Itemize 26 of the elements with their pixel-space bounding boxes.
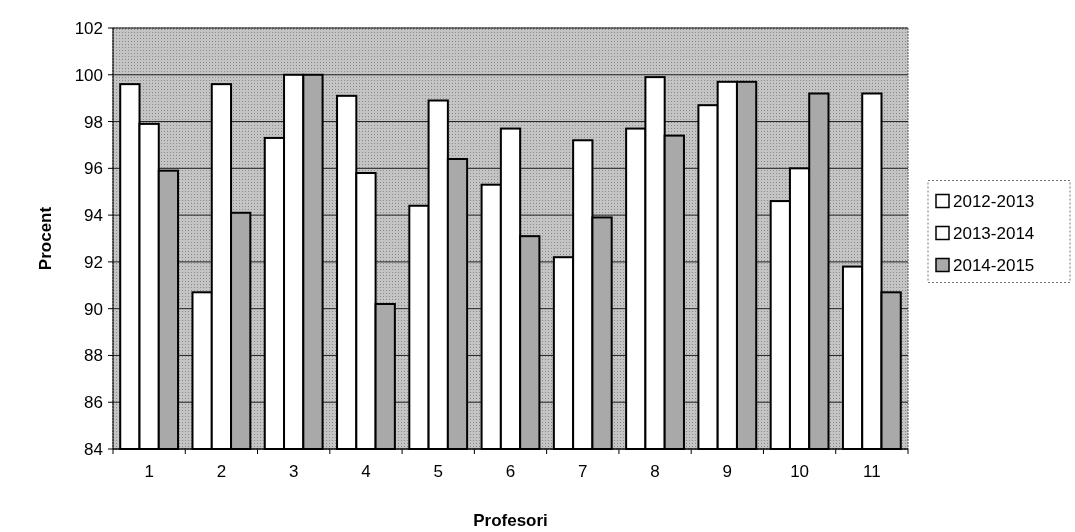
x-tick-label: 5 bbox=[433, 462, 443, 481]
y-tick-label: 88 bbox=[84, 346, 103, 366]
y-tick-label: 90 bbox=[84, 299, 103, 319]
x-tick-label: 10 bbox=[790, 462, 810, 481]
x-tick-label: 2 bbox=[216, 462, 227, 481]
x-tick-label: 4 bbox=[361, 462, 371, 481]
legend-label: 2013-2014 bbox=[953, 224, 1035, 244]
y-tick-label: 92 bbox=[84, 252, 103, 272]
x-tick-label: 3 bbox=[288, 462, 299, 481]
legend-label: 2012-2013 bbox=[953, 192, 1035, 212]
y-axis-title: Procent bbox=[36, 206, 55, 271]
y-tick-label: 96 bbox=[84, 159, 103, 179]
x-tick-label: 6 bbox=[505, 462, 516, 481]
y-tick-label: 98 bbox=[84, 112, 103, 132]
y-tick-label: 86 bbox=[84, 393, 103, 413]
x-axis-title: Profesori bbox=[473, 511, 548, 530]
y-tick-label: 100 bbox=[74, 65, 103, 85]
x-tick-label: 9 bbox=[722, 462, 733, 481]
y-tick-label: 102 bbox=[74, 18, 103, 38]
x-tick-label: 7 bbox=[578, 462, 588, 481]
y-tick-label: 84 bbox=[84, 439, 103, 459]
x-tick-label: 8 bbox=[650, 462, 660, 481]
x-tick-label: 1 bbox=[144, 462, 154, 481]
legend-label: 2014-2015 bbox=[953, 256, 1035, 276]
x-tick-label: 11 bbox=[863, 462, 881, 481]
y-tick-label: 94 bbox=[84, 206, 103, 226]
